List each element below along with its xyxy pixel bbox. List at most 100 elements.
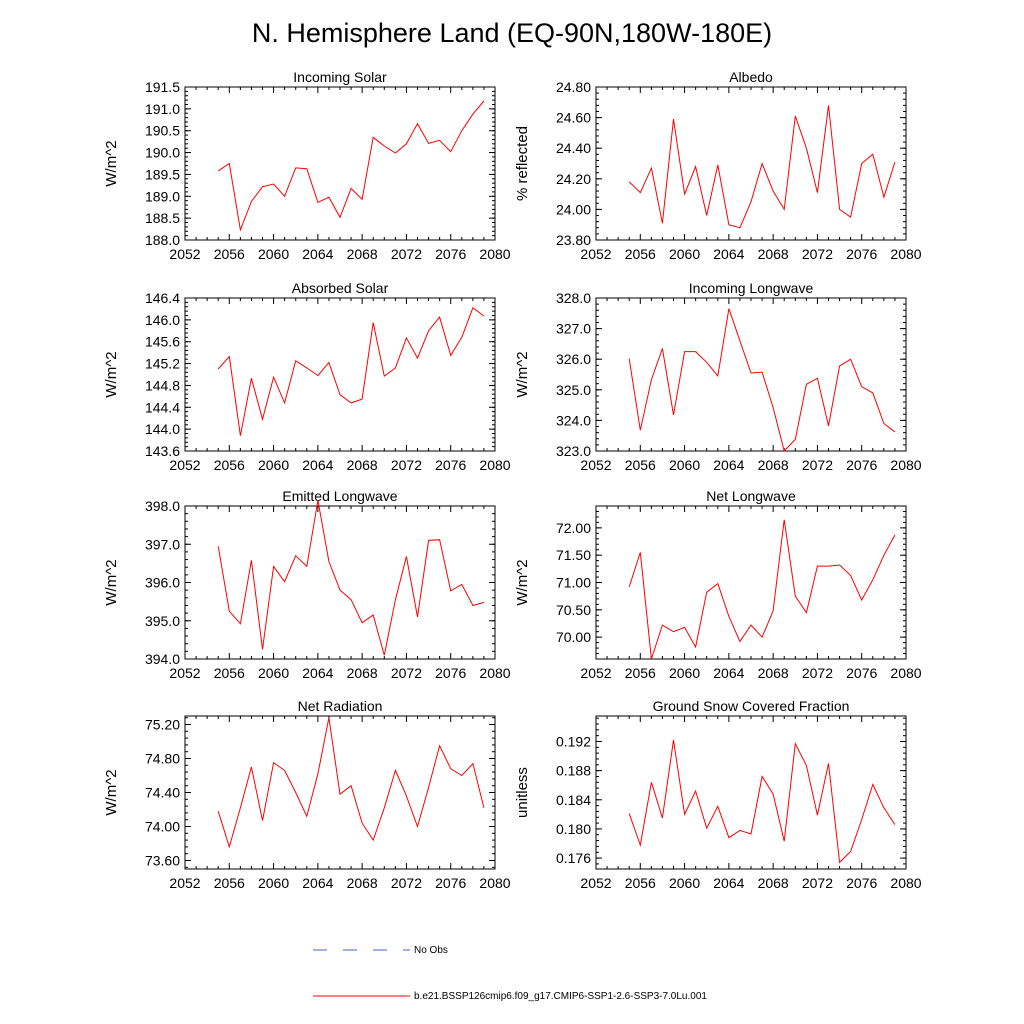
- chart-panel-6: Net Longwave 2052 2056 2060 2064 2068 2072 2076…: [514, 488, 922, 681]
- y-tick-label: 24.60: [556, 110, 591, 126]
- y-tick-label: 328.0: [556, 290, 591, 306]
- x-tick-label: 2056: [214, 246, 245, 262]
- y-tick-label: 70.00: [556, 629, 591, 645]
- x-tick-label: 2064: [713, 457, 744, 473]
- y-axis-label: W/m^2: [103, 559, 120, 605]
- x-tick-label: 2080: [479, 457, 510, 473]
- x-tick-label: 2064: [713, 665, 744, 681]
- y-tick-label: 189.5: [145, 166, 180, 182]
- y-tick-label: 74.00: [145, 819, 180, 835]
- plot-frame: [595, 86, 907, 241]
- x-tick-label: 2060: [258, 875, 289, 891]
- x-tick-label: 2056: [214, 875, 245, 891]
- x-tick-label: 2068: [758, 665, 789, 681]
- series-line: [217, 100, 485, 232]
- y-tick-label: 70.50: [556, 602, 591, 618]
- plot-frame: [595, 297, 907, 452]
- y-axis-label: unitless: [514, 767, 531, 818]
- legend-obs-label: No Obs: [414, 945, 448, 956]
- y-tick-label: 144.0: [145, 421, 180, 437]
- x-tick-label: 2080: [890, 246, 921, 262]
- chart-panel-3: Absorbed Solar 2052 2056 2060 2064 2068 2072 20…: [103, 280, 511, 473]
- x-tick-label: 2056: [214, 457, 245, 473]
- series-line: [628, 519, 896, 660]
- y-tick-label: 0.184: [556, 792, 591, 808]
- x-tick-label: 2064: [302, 457, 333, 473]
- legend-model-label: b.e21.BSSP126cmip6.f09_g17.CMIP6-SSP1-2.…: [414, 991, 707, 1002]
- x-tick-label: 2072: [391, 246, 422, 262]
- x-tick-label: 2068: [347, 457, 378, 473]
- y-tick-label: 326.0: [556, 351, 591, 367]
- panel-title: Ground Snow Covered Fraction: [653, 698, 850, 714]
- x-tick-label: 2080: [479, 665, 510, 681]
- x-tick-label: 2072: [391, 665, 422, 681]
- x-tick-label: 2080: [479, 246, 510, 262]
- x-tick-label: 2056: [625, 457, 656, 473]
- y-axis-label: W/m^2: [103, 140, 120, 186]
- panel-title: Net Longwave: [706, 488, 796, 504]
- panel-title: Albedo: [729, 69, 773, 85]
- legend: No Obs b.e21.BSSP126cmip6.f09_g17.CMIP6-…: [313, 945, 707, 1002]
- y-tick-label: 398.0: [145, 498, 180, 514]
- x-tick-label: 2060: [258, 246, 289, 262]
- chart-panel-8: Ground Snow Covered Fraction 2052 2056 2060…: [514, 698, 922, 891]
- panel-title: Net Radiation: [298, 698, 383, 714]
- x-tick-label: 2064: [713, 246, 744, 262]
- y-tick-label: 73.60: [145, 853, 180, 869]
- x-tick-label: 2060: [669, 457, 700, 473]
- x-tick-label: 2068: [347, 665, 378, 681]
- x-tick-label: 2080: [890, 665, 921, 681]
- x-tick-label: 2068: [347, 875, 378, 891]
- x-tick-label: 2068: [758, 457, 789, 473]
- x-tick-label: 2068: [347, 246, 378, 262]
- y-axis-label: W/m^2: [514, 351, 531, 397]
- x-tick-label: 2060: [258, 665, 289, 681]
- y-tick-label: 24.20: [556, 171, 591, 187]
- x-tick-label: 2072: [391, 875, 422, 891]
- x-tick-label: 2068: [758, 875, 789, 891]
- x-tick-label: 2052: [580, 457, 611, 473]
- y-tick-label: 75.20: [145, 717, 180, 733]
- y-tick-label: 0.176: [556, 850, 591, 866]
- x-tick-label: 2056: [625, 246, 656, 262]
- figure-title: N. Hemisphere Land (EQ-90N,180W-180E): [252, 18, 772, 48]
- x-tick-label: 2052: [580, 665, 611, 681]
- x-tick-label: 2076: [435, 875, 466, 891]
- y-tick-label: 394.0: [145, 651, 180, 667]
- y-tick-label: 188.5: [145, 210, 180, 226]
- y-tick-label: 144.4: [145, 399, 180, 415]
- y-axis-label: % reflected: [514, 126, 531, 201]
- x-tick-label: 2052: [169, 875, 200, 891]
- chart-panel-4: Incoming Longwave 2052 2056 2060 2064 2068 207…: [514, 280, 922, 473]
- y-tick-label: 397.0: [145, 536, 180, 552]
- x-tick-label: 2080: [479, 875, 510, 891]
- y-tick-label: 74.40: [145, 785, 180, 801]
- y-tick-label: 396.0: [145, 575, 180, 591]
- series-line: [628, 739, 896, 864]
- x-tick-label: 2076: [435, 246, 466, 262]
- x-tick-label: 2056: [625, 665, 656, 681]
- y-tick-label: 71.00: [556, 575, 591, 591]
- series-line: [217, 307, 485, 436]
- y-tick-label: 145.2: [145, 356, 180, 372]
- x-tick-label: 2056: [214, 665, 245, 681]
- y-tick-label: 188.0: [145, 232, 180, 248]
- panel-title: Absorbed Solar: [292, 280, 389, 296]
- y-tick-label: 189.0: [145, 188, 180, 204]
- y-tick-label: 143.6: [145, 443, 180, 459]
- x-tick-label: 2052: [169, 246, 200, 262]
- x-tick-label: 2080: [890, 875, 921, 891]
- chart-panel-2: Albedo 2052 2056 2060 2064 2068 2072 2076 2080 23…: [514, 69, 922, 262]
- plot-frame: [595, 505, 907, 660]
- x-tick-label: 2072: [802, 246, 833, 262]
- x-tick-label: 2076: [435, 457, 466, 473]
- x-tick-label: 2052: [580, 875, 611, 891]
- x-tick-label: 2076: [435, 665, 466, 681]
- x-tick-label: 2076: [846, 246, 877, 262]
- y-tick-label: 146.0: [145, 312, 180, 328]
- x-tick-label: 2064: [302, 665, 333, 681]
- x-tick-label: 2052: [169, 457, 200, 473]
- y-axis-label: W/m^2: [103, 769, 120, 815]
- series-line: [217, 500, 485, 656]
